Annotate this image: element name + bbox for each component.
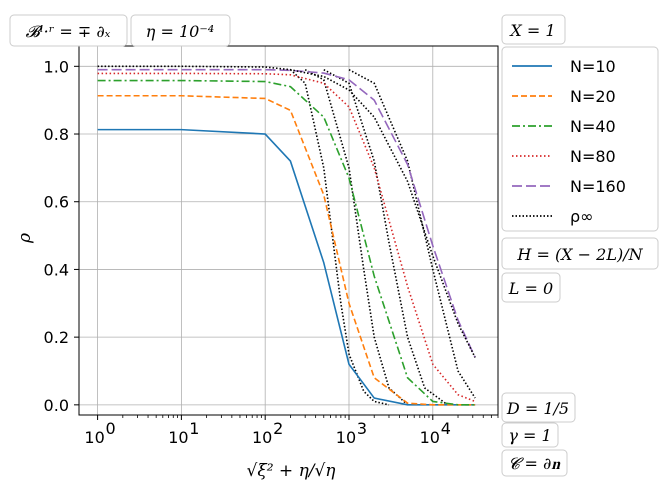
y-tick-label-0: 0.0 (44, 396, 69, 415)
series-line-1 (97, 94, 476, 406)
x-tick-label-0: 10 (84, 428, 104, 447)
series-line-2 (97, 79, 476, 406)
plot-frame (78, 45, 499, 416)
y-tick-label-2: 0.4 (44, 260, 69, 279)
y-axis-label: ρ (15, 233, 35, 244)
series-lines (97, 65, 476, 406)
svg-text:𝓒 = ∂𝐧: 𝓒 = ∂𝐧 (508, 454, 561, 473)
series-line-0 (97, 128, 476, 406)
reference-curve-0 (289, 69, 390, 406)
x-tick-exponent-1: 1 (189, 419, 199, 438)
legend-label-4: N=160 (570, 177, 626, 196)
svg-text:D = 1/5: D = 1/5 (506, 399, 569, 418)
x-tick-exponent-4: 4 (441, 419, 451, 438)
svg-text:η = 10⁻⁴: η = 10⁻⁴ (146, 22, 214, 41)
legend: N=10 N=20 N=40 N=80 N=160 ρ∞ (501, 46, 659, 232)
axis-ticks: 10 0 10 1 10 2 10 3 10 40.00.20.40.60.81.0 (44, 57, 499, 447)
y-tick-label-4: 0.8 (44, 125, 69, 144)
x-tick-label-2: 10 (252, 428, 272, 447)
x-tick-exponent-0: 0 (105, 419, 115, 438)
annotation-boundary: 𝓑ˡ·ʳ = ∓ ∂ₓ (9, 14, 128, 47)
svg-text:L = 0: L = 0 (508, 279, 553, 298)
y-tick-label-3: 0.6 (44, 193, 69, 212)
reference-curves (289, 68, 476, 406)
x-tick-label-4: 10 (420, 428, 440, 447)
legend-label-3: N=80 (570, 147, 616, 166)
y-tick-label-1: 0.2 (44, 328, 69, 347)
legend-label-5: ρ∞ (570, 207, 593, 226)
legend-items: N=10 N=20 N=40 N=80 N=160 ρ∞ (512, 57, 626, 226)
annotation-d: D = 1/5 (501, 392, 576, 423)
x-axis-label: √ξ² + η/√η (247, 461, 337, 481)
legend-label-0: N=10 (570, 57, 616, 76)
reference-curve-3 (348, 68, 476, 399)
svg-text:H = (X − 2L)/N: H = (X − 2L)/N (516, 245, 643, 264)
annotation-gamma: γ = 1 (501, 422, 559, 448)
x-tick-label-3: 10 (336, 428, 356, 447)
annotation-x: X = 1 (501, 14, 566, 45)
y-tick-label-5: 1.0 (44, 57, 69, 76)
annotation-l: L = 0 (501, 272, 561, 303)
legend-label-1: N=20 (570, 87, 616, 106)
reference-curve-1 (304, 68, 409, 406)
series-line-4 (97, 68, 476, 358)
svg-text:X = 1: X = 1 (508, 21, 555, 40)
svg-text:γ = 1: γ = 1 (508, 426, 551, 445)
annotation-h: H = (X − 2L)/N (501, 237, 659, 270)
x-tick-exponent-2: 2 (273, 419, 283, 438)
series-line-3 (97, 72, 476, 403)
x-tick-exponent-3: 3 (357, 419, 367, 438)
annotation-eta: η = 10⁻⁴ (130, 14, 231, 47)
grid-lines (79, 46, 498, 415)
reference-curve-2 (323, 68, 449, 406)
legend-label-2: N=40 (570, 117, 616, 136)
x-tick-label-1: 10 (168, 428, 188, 447)
annotation-c: 𝓒 = ∂𝐧 (501, 449, 568, 477)
svg-text:𝓑ˡ·ʳ = ∓ ∂ₓ: 𝓑ˡ·ʳ = ∓ ∂ₓ (26, 22, 111, 41)
series-line-5 (97, 65, 476, 358)
